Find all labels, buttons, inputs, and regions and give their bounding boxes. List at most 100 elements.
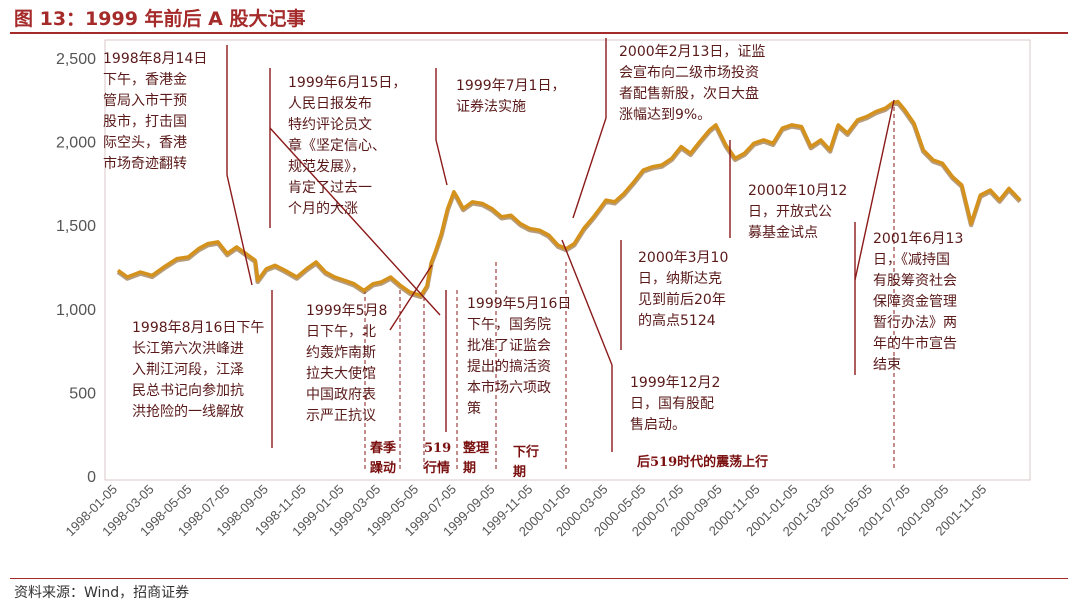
annotation-text: 肯定了过去一 [288,180,372,196]
y-tick-label: 1,000 [56,302,96,319]
plot-area-frame [104,39,1031,481]
y-tick-label: 500 [69,385,96,402]
annotation-leader [389,264,433,331]
annotation-text: 下午，香港金 [103,72,187,88]
annotation-text: 1999年5月8 [306,303,387,319]
annotation-text: 拉夫大使馆 [306,365,376,382]
annotation-text: 民总书记向参加抗 [132,382,244,399]
phase-text: 519 [424,441,451,456]
annotation-text: 涨幅达到9%。 [619,107,711,123]
annotation-leader [572,117,607,219]
annotation-text: 策 [467,400,481,417]
phase-text: 下行 [513,444,539,460]
annotation-text: 售启动。 [630,417,686,433]
annotation-block: 1998年8月16日下午长江第六次洪峰进入荆江河段，江泽民总书记向参加抗洪抢险的… [132,320,264,420]
annotation-text: 批准了证监会 [467,338,551,354]
annotation-block: 1999年7月1日， 证券法实施 [456,78,565,115]
annotation-text: 本市场六项政 [467,379,551,396]
annotation-text: 章《坚定信心、 [288,137,386,154]
annotation-text: 个月的大涨 [288,201,358,217]
annotation-text: 特约评论员文 [288,117,372,133]
annotation-text: 者配售新股，次日大盘 [619,85,759,102]
annotation-text: 管局入市干预 [103,92,187,109]
title-rule [10,32,1068,34]
figure-title: 图 13：1999 年前后 A 股大记事 [14,8,306,30]
annotation-text: 下午，国务院 [467,317,551,333]
annotation-block: 2001年6月13 日，《减持国有股筹资社会保障资金管理暂行办法》两年的牛市宣告结… [873,231,963,373]
annotation-text: 提出的搞活资 [467,359,551,375]
annotation-leader [854,99,895,281]
annotation-text: 规范发展》， [288,158,365,175]
annotation-text: 的高点5124 [638,312,716,329]
annotation-text: 募基金试点 [748,224,818,241]
phase-label: 整理期 [462,440,489,476]
annotation-leader [226,174,253,286]
annotation-text: 结束 [873,357,901,373]
annotation-text: 保障资金管理 [873,294,957,310]
annotation-leader [561,239,613,366]
phase-text: 行情 [423,460,450,476]
annotation-text: 证券法实施 [456,99,526,115]
annotation-leader [269,127,441,316]
dashed-guides [364,100,895,470]
y-tick-label: 2,000 [56,135,96,152]
y-tick-label: 0 [87,469,96,486]
annotation-leaders [226,38,895,452]
annotation-text: 见到前后20年 [638,291,726,308]
annotation-text: 1999年6月15日， [288,75,406,91]
annotation-text: 洪抢险的一线解放 [132,403,244,420]
phase-label: 下行期 [513,444,539,480]
phase-text: 整理 [462,440,489,456]
annotation-text: 暂行办法》两 [873,315,957,331]
annotation-text: 1999年7月1日， [456,78,565,94]
annotation-text: 2000年3月10 [638,250,728,266]
annotation-text: 1998年8月14日 [103,51,207,67]
annotation-text: 1998年8月16日下午 [132,320,264,336]
annotation-text: 际空头，香港 [103,135,187,151]
annotation-text: 年的牛市宣告 [873,335,957,352]
source-note: 资料来源：Wind，招商证券 [14,585,190,601]
annotation-text: 2000年10月12 [748,183,847,199]
x-axis: 1998-01-051998-03-051998-05-051998-07-05… [62,482,989,540]
phase-text: 后519时代的震荡上行 [637,454,768,470]
annotation-text: 人民日报发布 [288,96,372,112]
y-axis: 0 500 1,000 1,500 2,000 2,500 [56,51,96,486]
y-tick-label: 1,500 [56,218,96,235]
annotation-text: 2000年2月13日，证监 [619,44,765,60]
annotation-text: 市场奇迹翻转 [103,155,187,172]
phase-label: 519 行情 [423,441,451,476]
annotation-text: 中国政府表 [306,387,376,403]
phase-text: 躁动 [370,461,396,476]
annotation-text: 约轰炸南斯 [306,344,376,361]
series-line [116,99,1022,298]
phase-label: 后519时代的震荡上行 [637,454,768,470]
annotation-text: 1999年12月2 [630,375,720,391]
annotation-text: 日，开放式公 [748,204,832,220]
annotation-leader [435,139,448,186]
phase-text: 期 [513,465,526,480]
annotation-text: 长江第六次洪峰进 [132,340,244,357]
annotation-text: 日下午，北 [306,324,376,340]
annotation-text: 入荆江河段，江泽 [132,362,244,378]
annotation-text: 1999年5月16日 [467,296,571,312]
annotation-text: 日，国有股配 [630,396,714,412]
annotation-layer: 1998年8月14日下午，香港金管局入市干预股市，打击国际空头，香港市场奇迹翻转… [103,44,963,433]
annotation-text: 会宣布向二级市场投资 [619,64,759,81]
phase-text: 春季 [369,440,396,456]
annotation-text: 有股筹资社会 [873,272,957,289]
annotation-text: 股市，打击国 [103,113,187,130]
bottom-rule [10,578,1068,579]
annotation-text: 日，纳斯达克 [638,271,722,287]
y-tick-label: 2,500 [56,51,96,68]
